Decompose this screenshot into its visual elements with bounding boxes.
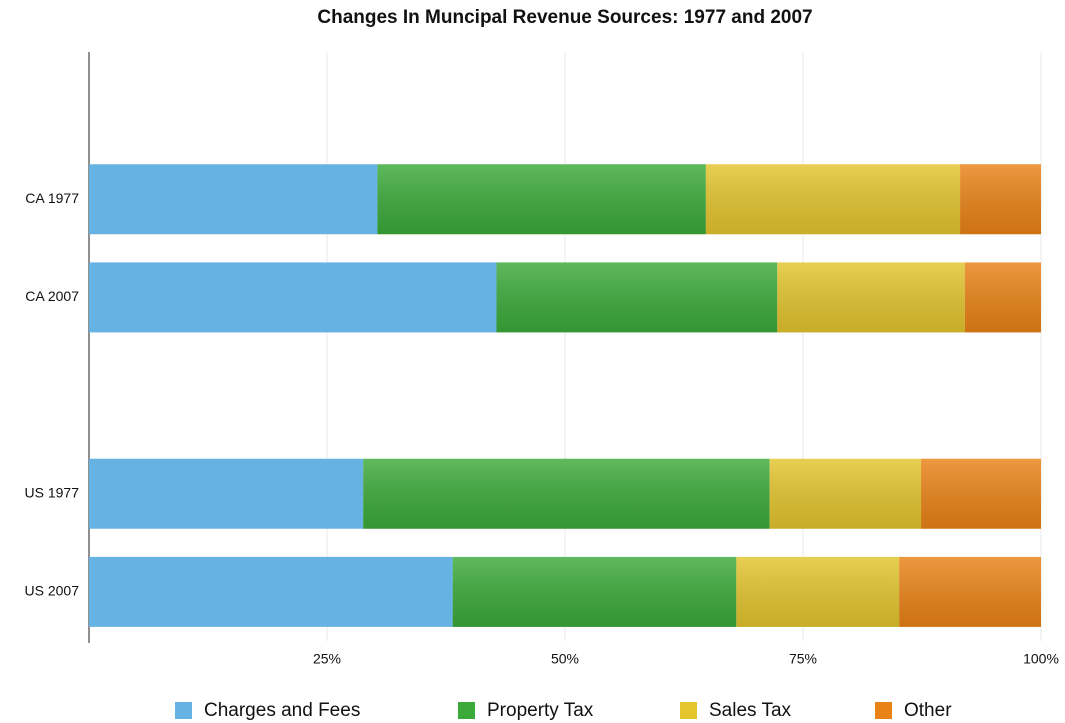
bar-shade: [377, 164, 706, 235]
bar-shade: [496, 262, 778, 333]
y-tick-label: CA 1977: [25, 190, 79, 206]
legend-label: Property Tax: [487, 700, 594, 721]
chart-title: Changes In Muncipal Revenue Sources: 197…: [317, 7, 812, 28]
legend-label: Other: [904, 700, 952, 721]
bar-shade: [960, 164, 1041, 235]
legend-swatch: [458, 702, 475, 719]
bar-shade: [899, 556, 1041, 627]
bar-shade: [363, 458, 770, 529]
x-tick-label: 25%: [313, 651, 341, 667]
y-tick-label: US 1977: [25, 484, 80, 500]
bar-shade: [921, 458, 1041, 529]
bar-segment: [89, 164, 378, 235]
legend-swatch: [875, 702, 892, 719]
bar-segment: [89, 556, 453, 627]
y-tick-label: US 2007: [25, 583, 80, 599]
bar-shade: [705, 164, 961, 235]
bar-shade: [769, 458, 922, 529]
bar-shade: [452, 556, 737, 627]
x-tick-label: 75%: [789, 651, 817, 667]
bar-shade: [736, 556, 900, 627]
bar-shade: [964, 262, 1041, 333]
y-tick-label: CA 2007: [25, 288, 79, 304]
legend-label: Sales Tax: [709, 700, 792, 721]
legend-label: Charges and Fees: [204, 700, 360, 721]
legend-swatch: [680, 702, 697, 719]
bar-shade: [777, 262, 965, 333]
bar-segment: [89, 458, 364, 529]
x-tick-label: 100%: [1023, 651, 1059, 667]
legend-swatch: [175, 702, 192, 719]
bar-segment: [89, 262, 497, 333]
x-tick-label: 50%: [551, 651, 579, 667]
